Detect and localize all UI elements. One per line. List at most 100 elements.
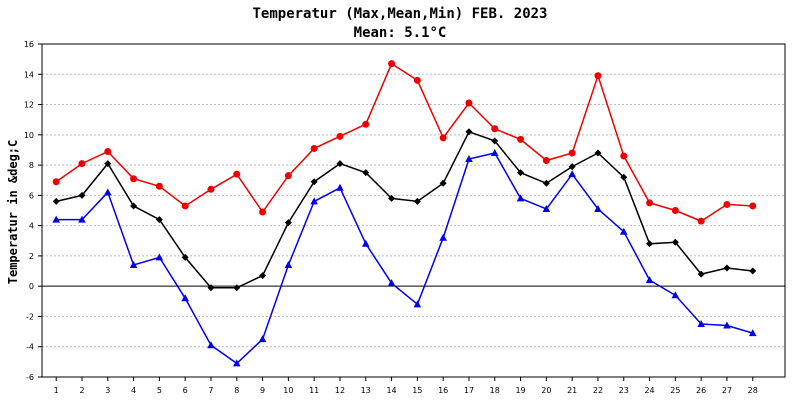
x-tick-label: 14 (386, 386, 396, 395)
chart-title: Temperatur (Max,Mean,Min) FEB. 2023 (252, 6, 547, 22)
data-point-mean (620, 173, 628, 181)
x-tick-label: 24 (644, 386, 654, 395)
x-tick-label: 22 (593, 386, 603, 395)
data-point-min (568, 170, 576, 178)
data-point-max (52, 178, 60, 186)
data-point-max (568, 149, 576, 157)
data-point-mean (336, 160, 344, 168)
data-point-min (129, 260, 138, 268)
y-axis-label: Temperatur in &deg;C (6, 140, 20, 285)
y-tick-label: 16 (24, 40, 34, 49)
data-point-min (413, 300, 422, 308)
data-point-min (645, 276, 654, 284)
data-point-mean (671, 238, 679, 246)
x-tick-label: 20 (541, 386, 551, 395)
data-point-max (78, 160, 86, 168)
data-point-min (336, 183, 344, 191)
data-point-max (517, 135, 525, 143)
data-point-min (258, 335, 267, 343)
data-point-max (155, 182, 163, 190)
x-tick-label: 9 (260, 386, 265, 395)
data-point-mean (104, 160, 112, 168)
x-tick-label: 7 (208, 386, 213, 395)
data-point-min (619, 227, 628, 235)
x-tick-label: 6 (183, 386, 188, 395)
data-point-max (697, 217, 705, 225)
y-tick-label: -4 (26, 343, 34, 352)
data-point-min (155, 253, 164, 261)
y-tick-label: -6 (26, 373, 34, 382)
y-tick-label: 6 (29, 191, 34, 200)
y-tick-label: -2 (26, 312, 34, 321)
data-point-min (78, 215, 86, 223)
x-tick-label: 12 (335, 386, 345, 395)
x-tick-label: 23 (619, 386, 629, 395)
x-tick-label: 25 (670, 386, 680, 395)
data-point-min (723, 321, 731, 329)
data-point-mean (388, 194, 396, 202)
data-point-mean (181, 253, 189, 261)
data-point-max (671, 207, 679, 214)
series-group (52, 60, 757, 367)
data-point-min (232, 359, 241, 367)
data-point-mean (78, 191, 86, 199)
data-point-min (516, 194, 525, 202)
series-line-min (56, 152, 754, 365)
data-point-min (310, 197, 318, 205)
data-point-min (181, 294, 189, 302)
x-tick-label: 17 (464, 386, 474, 395)
data-point-max (336, 132, 344, 140)
data-point-min (103, 188, 112, 196)
x-tick-label: 16 (438, 386, 448, 395)
data-point-max (388, 60, 396, 68)
data-point-min (697, 320, 705, 328)
data-point-mean (749, 267, 757, 275)
data-point-mean (259, 272, 267, 280)
x-tick-label: 1 (54, 386, 59, 395)
series-line-mean (56, 130, 753, 289)
x-tick-label: 21 (567, 386, 577, 395)
data-point-min (52, 215, 60, 223)
x-tick-label: 10 (283, 386, 293, 395)
data-point-min (361, 239, 370, 247)
y-tick-label: 10 (24, 131, 34, 140)
data-point-mean (491, 137, 499, 145)
x-tick-label: 3 (105, 386, 110, 395)
data-point-mean (362, 169, 370, 177)
x-tick-label: 27 (722, 386, 732, 395)
data-point-max (233, 170, 241, 178)
x-tick-label: 8 (234, 386, 239, 395)
data-point-min (748, 329, 757, 337)
y-tick-label: 0 (29, 282, 34, 291)
x-tick-label: 26 (696, 386, 706, 395)
plot-frame (41, 43, 786, 378)
data-point-min (387, 279, 396, 287)
series-mean (52, 128, 757, 292)
series-line-max (55, 62, 753, 222)
x-tick-label: 11 (309, 386, 319, 395)
y-tick-label: 8 (29, 161, 34, 170)
y-tick-label: 12 (24, 101, 34, 110)
data-point-min (439, 233, 447, 241)
data-point-max (207, 185, 215, 193)
data-point-mean (697, 270, 705, 278)
data-point-mean (207, 284, 215, 292)
data-point-max (439, 134, 447, 142)
y-tick-label: 4 (29, 222, 34, 231)
data-point-max (594, 72, 602, 80)
data-point-max (310, 144, 318, 152)
data-point-max (413, 76, 421, 84)
data-point-mean (646, 240, 654, 248)
data-point-min (490, 148, 499, 156)
data-point-min (542, 204, 551, 212)
data-point-min (671, 291, 680, 299)
data-point-mean (465, 128, 473, 136)
data-point-mean (130, 202, 138, 210)
data-point-min (207, 341, 215, 349)
data-point-max (723, 200, 731, 208)
data-point-max (284, 172, 292, 180)
x-tick-label: 2 (79, 386, 84, 395)
data-point-max (362, 120, 370, 128)
